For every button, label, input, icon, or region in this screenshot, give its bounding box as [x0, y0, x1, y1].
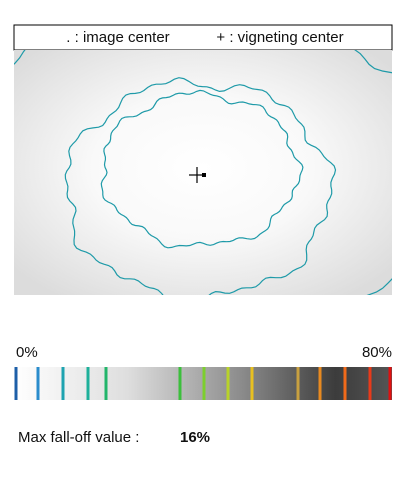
scale-stripe	[296, 367, 300, 400]
scale-min-label: 0%	[16, 344, 38, 361]
scale-stripe	[202, 367, 206, 400]
scale-stripe	[226, 367, 230, 400]
scale-stripe	[86, 367, 90, 400]
scale-stripe	[104, 367, 108, 400]
result-label: Max fall-off value :	[18, 429, 139, 446]
contour	[100, 89, 304, 249]
image-center-marker	[202, 173, 206, 177]
legend-box	[13, 24, 393, 51]
scale-stripe	[14, 367, 18, 400]
legend-image-center: . : image center	[66, 29, 169, 46]
scale-stripe	[318, 367, 322, 400]
contours	[14, 50, 392, 295]
scale-stripe	[250, 367, 254, 400]
contour	[64, 77, 337, 295]
scale-stripe	[61, 367, 65, 400]
legend-vignetting-center: + : vigneting center	[216, 29, 343, 46]
scale-stripe	[178, 367, 182, 400]
scale-stripe	[388, 367, 392, 400]
scale-stripe	[368, 367, 372, 400]
scale-stripes	[14, 367, 392, 400]
scale-stripe	[343, 367, 347, 400]
result-value: 16%	[180, 429, 210, 446]
scale-stripe	[36, 367, 40, 400]
scale-max-label: 80%	[362, 344, 392, 361]
